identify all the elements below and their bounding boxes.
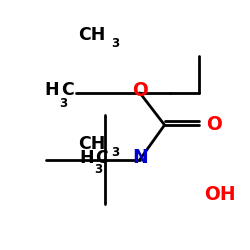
Text: C: C — [61, 82, 74, 100]
Text: O: O — [206, 116, 222, 134]
Text: OH: OH — [204, 185, 236, 204]
Text: CH: CH — [78, 134, 105, 152]
Text: H: H — [80, 149, 94, 168]
Text: C: C — [95, 149, 108, 168]
Text: O: O — [132, 81, 148, 100]
Text: H: H — [45, 82, 60, 100]
Text: 3: 3 — [94, 163, 102, 176]
Text: CH: CH — [78, 26, 105, 44]
Text: 3: 3 — [112, 146, 120, 159]
Text: 3: 3 — [60, 96, 68, 110]
Text: 3: 3 — [112, 37, 120, 50]
Text: N: N — [132, 148, 148, 167]
